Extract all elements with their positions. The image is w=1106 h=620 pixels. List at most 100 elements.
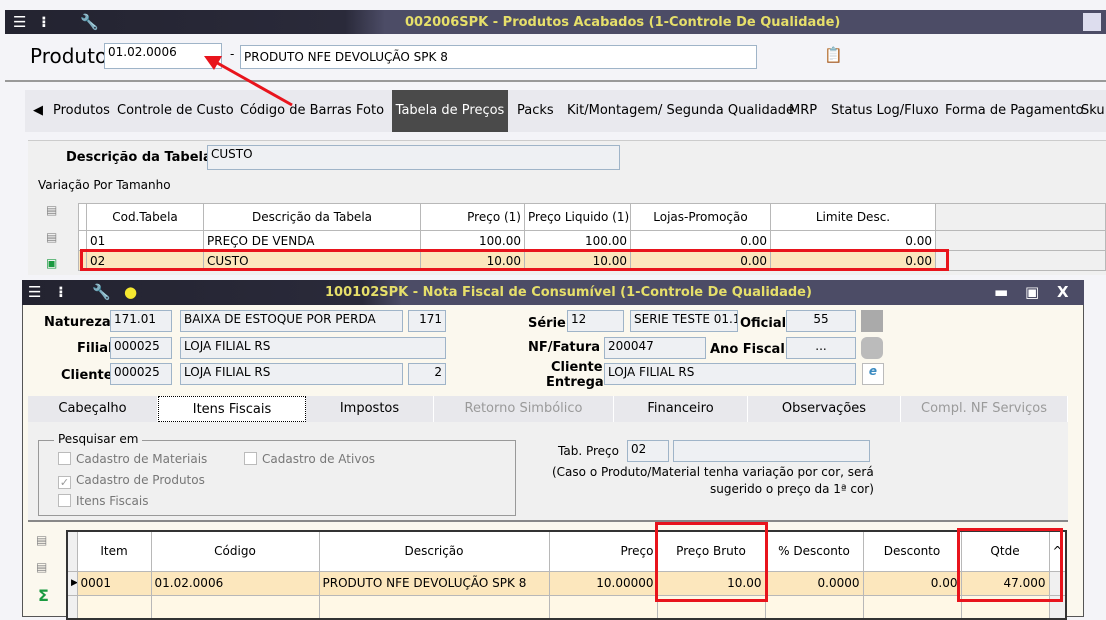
cell[interactable]: 47.000 bbox=[960, 570, 1050, 596]
tab-codigo-barras[interactable]: Código de Barras bbox=[240, 103, 352, 118]
add-row-icon[interactable]: ▤ bbox=[46, 203, 58, 217]
cell[interactable]: 01 bbox=[86, 230, 204, 251]
tab-sku[interactable]: Sku bbox=[1081, 103, 1105, 118]
col-header[interactable]: Desconto bbox=[862, 530, 962, 572]
tab-tabela-precos[interactable]: Tabela de Preços bbox=[392, 90, 508, 132]
pesquisar-group bbox=[38, 440, 516, 516]
tab-cabecalho[interactable]: Cabeçalho bbox=[28, 396, 158, 422]
cell[interactable]: 0.00 bbox=[862, 570, 962, 596]
maximize-icon[interactable]: ▣ bbox=[1025, 283, 1040, 301]
filial-desc-input[interactable]: LOJA FILIAL RS bbox=[180, 337, 446, 359]
cell[interactable]: 02 bbox=[86, 250, 204, 271]
cell[interactable]: 0.00 bbox=[630, 230, 771, 251]
cell[interactable]: PREÇO DE VENDA bbox=[203, 230, 421, 251]
remove-row-icon[interactable]: ▤ bbox=[46, 230, 58, 244]
checkbox-itens-fiscais[interactable]: Itens Fiscais bbox=[58, 494, 148, 508]
tab-retorno-simbolico[interactable]: Retorno Simbólico bbox=[434, 396, 614, 422]
filial-code-input[interactable]: 000025 bbox=[110, 337, 172, 359]
serie-code-input[interactable]: 12 bbox=[567, 310, 624, 332]
tab-kit[interactable]: Kit/Montagem/ Segunda Qualidade bbox=[567, 103, 794, 118]
cliente-num-input[interactable]: 2 bbox=[408, 363, 446, 385]
oficial-input[interactable]: 55 bbox=[786, 310, 856, 332]
col-header[interactable]: Descrição da Tabela bbox=[203, 203, 421, 231]
separator bbox=[5, 80, 1106, 82]
cliente-label: Cliente bbox=[61, 368, 113, 383]
tab-produtos[interactable]: Produtos bbox=[53, 103, 110, 118]
natureza-code-input[interactable]: 171.01 bbox=[110, 310, 172, 332]
wrench-icon[interactable]: 🔧 bbox=[80, 13, 99, 31]
col-header[interactable]: Código bbox=[150, 530, 320, 572]
col-header[interactable]: Qtde bbox=[960, 530, 1050, 572]
cell[interactable]: 0.00 bbox=[770, 230, 936, 251]
cliente-entrega-input[interactable]: LOJA FILIAL RS bbox=[604, 363, 856, 385]
checkbox-produtos[interactable]: ✓ Cadastro de Produtos bbox=[58, 473, 205, 489]
checkbox-materiais[interactable]: Cadastro de Materiais bbox=[58, 452, 207, 466]
cell[interactable]: 0001 bbox=[76, 570, 152, 596]
tab-itens-fiscais[interactable]: Itens Fiscais bbox=[158, 396, 306, 422]
produto-desc-input[interactable]: PRODUTO NFE DEVOLUÇÃO SPK 8 bbox=[240, 45, 757, 69]
table-row[interactable]: 01 PREÇO DE VENDA 100.00 100.00 0.00 0.00 bbox=[78, 230, 1106, 251]
produto-code-input[interactable]: 01.02.0006 bbox=[104, 43, 222, 69]
menu-icon[interactable]: ☰ bbox=[28, 283, 42, 301]
col-header[interactable]: Preço Liquido (1) bbox=[524, 203, 631, 231]
cell[interactable]: 0.0000 bbox=[764, 570, 864, 596]
natureza-num-input[interactable]: 171 bbox=[408, 310, 446, 332]
col-header[interactable]: Preço bbox=[548, 530, 658, 572]
cell[interactable]: 10.00 bbox=[420, 250, 525, 271]
tab-mrp[interactable]: MRP bbox=[789, 103, 818, 118]
cell[interactable]: PRODUTO NFE DEVOLUÇÃO SPK 8 bbox=[318, 570, 550, 596]
col-header[interactable]: Limite Desc. bbox=[770, 203, 936, 231]
wrench-icon[interactable]: 🔧 bbox=[92, 283, 111, 301]
tab-scroll-left[interactable]: ◀ bbox=[33, 103, 43, 118]
tab-foto[interactable]: Foto bbox=[356, 103, 385, 118]
cell[interactable]: 100.00 bbox=[524, 230, 631, 251]
edit-e-icon[interactable]: e bbox=[862, 363, 884, 385]
natureza-label: Natureza bbox=[44, 315, 111, 330]
tab-observacoes[interactable]: Observações bbox=[748, 396, 901, 422]
tab-preco-desc-input[interactable] bbox=[673, 440, 870, 462]
filial-label: Filial bbox=[77, 341, 113, 356]
table-row-empty[interactable] bbox=[66, 594, 1067, 620]
tab-status-log[interactable]: Status Log/Fluxo bbox=[831, 103, 939, 118]
traffic-light-icon[interactable]: ⁝ bbox=[58, 283, 64, 301]
col-header[interactable]: Lojas-Promoção bbox=[630, 203, 771, 231]
col-header[interactable]: Cod.Tabela bbox=[86, 203, 204, 231]
oficial-label: Oficial bbox=[740, 316, 787, 331]
tab-preco-input[interactable]: 02 bbox=[627, 440, 669, 462]
col-header[interactable]: Descrição bbox=[318, 530, 550, 572]
remove-row-icon[interactable]: ▤ bbox=[36, 560, 48, 574]
tab-financeiro[interactable]: Financeiro bbox=[614, 396, 748, 422]
lightbulb-icon[interactable]: ● bbox=[124, 283, 138, 301]
ano-input[interactable]: ... bbox=[786, 337, 856, 359]
cell[interactable]: 10.00000 bbox=[548, 570, 658, 596]
serie-desc-input[interactable]: SERIE TESTE 01.1 bbox=[630, 310, 738, 332]
traffic-light-icon[interactable]: ⁝ bbox=[41, 13, 47, 31]
cell[interactable]: 100.00 bbox=[420, 230, 525, 251]
cell[interactable]: 01.02.0006 bbox=[150, 570, 320, 596]
tab-controle-custo[interactable]: Controle de Custo bbox=[117, 103, 234, 118]
tab-compl-nf[interactable]: Compl. NF Serviços bbox=[901, 396, 1068, 422]
cell[interactable]: 10.00 bbox=[524, 250, 631, 271]
col-header[interactable]: % Desconto bbox=[764, 530, 864, 572]
menu-icon[interactable]: ☰ bbox=[13, 13, 27, 31]
picture-icon[interactable] bbox=[1083, 13, 1101, 31]
tab-packs[interactable]: Packs bbox=[517, 103, 554, 118]
copy-icon[interactable]: 📋 bbox=[824, 46, 843, 64]
sum-icon[interactable]: Σ bbox=[38, 586, 49, 605]
cell[interactable]: 10.00 bbox=[656, 570, 766, 596]
close-icon[interactable]: X bbox=[1057, 283, 1069, 301]
tab-forma-pagamento[interactable]: Forma de Pagamento bbox=[945, 103, 1084, 118]
edit-row-icon[interactable]: ▣ bbox=[46, 256, 58, 270]
natureza-desc-input[interactable]: BAIXA DE ESTOQUE POR PERDA bbox=[180, 310, 403, 332]
nf-input[interactable]: 200047 bbox=[604, 337, 706, 359]
cliente-desc-input[interactable]: LOJA FILIAL RS bbox=[180, 363, 403, 385]
add-row-icon[interactable]: ▤ bbox=[36, 533, 48, 547]
cliente-code-input[interactable]: 000025 bbox=[110, 363, 172, 385]
checkbox-ativos[interactable]: Cadastro de Ativos bbox=[244, 452, 375, 466]
tab-impostos[interactable]: Impostos bbox=[306, 396, 434, 422]
minimize-icon[interactable]: ▬ bbox=[994, 283, 1009, 301]
col-header[interactable]: Item bbox=[76, 530, 152, 572]
col-header[interactable]: Preço (1) bbox=[420, 203, 525, 231]
descricao-input[interactable]: CUSTO bbox=[207, 145, 620, 170]
